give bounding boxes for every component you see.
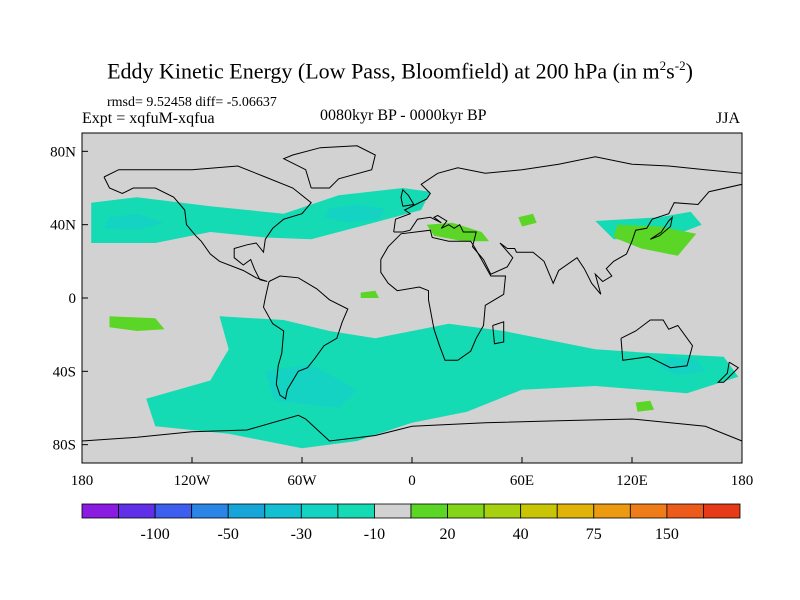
colorbar-label: -100 [140, 526, 169, 543]
colorbar-box [593, 503, 631, 519]
region-north-atlantic-band [91, 188, 431, 243]
colorbar: -100 -50 -30 -10 20 40 75 150 [81, 503, 741, 543]
coastline-africa [380, 229, 507, 361]
anomaly-regions [91, 188, 739, 449]
colorbar-box [703, 503, 741, 519]
x-tick-label: 60W [287, 473, 317, 489]
y-axis: 80N 40N 0 40S 80S [50, 144, 88, 454]
y-tick-label: 80N [50, 144, 76, 160]
colorbar-box [374, 503, 412, 519]
coastline-britain [400, 188, 415, 207]
coastlines [81, 145, 743, 442]
colorbar-label: 20 [440, 526, 456, 543]
plot-area [81, 132, 743, 464]
x-tick-label: 120W [174, 473, 212, 489]
experiment-label: Expt = xqfuM-xqfua [82, 110, 215, 127]
region-equatorial-atlantic-positive [360, 290, 379, 298]
region-southern-hemisphere-band [146, 316, 739, 449]
colorbar-box [629, 503, 668, 519]
coastline-greenland [282, 145, 376, 189]
colorbar-box [264, 503, 302, 519]
coastline-north-america [103, 165, 312, 282]
period-label: 0080kyr BP - 0000kyr BP [320, 107, 487, 124]
colorbar-box [191, 503, 229, 519]
chart-title: Eddy Kinetic Energy (Low Pass, Bloomfiel… [107, 58, 693, 84]
colorbar-box [227, 503, 266, 519]
colorbar-box [300, 503, 339, 519]
region-east-asia-positive [613, 224, 697, 256]
region-south-pacific-positive [109, 316, 165, 331]
colorbar-box [410, 503, 448, 519]
region-central-asia-positive [518, 213, 537, 227]
colorbar-box [666, 503, 704, 519]
x-tick-label: 0 [408, 473, 416, 489]
colorbar-label: 40 [513, 526, 529, 543]
colorbar-label: -30 [291, 526, 312, 543]
coastline-madagascar [492, 321, 505, 345]
colorbar-box [447, 503, 485, 519]
colorbar-label: -50 [218, 526, 239, 543]
coastline-australia [620, 319, 694, 369]
y-tick-label: 80S [53, 438, 76, 454]
colorbar-label: -10 [364, 526, 385, 543]
stats-line: rmsd= 9.52458 diff= -5.06637 [107, 95, 277, 110]
x-axis: 180 120W 60W 0 60E 120E 180 [71, 457, 754, 489]
colorbar-box [556, 503, 595, 519]
colorbar-box [337, 503, 375, 519]
colorbar-box [118, 503, 156, 519]
colorbar-box [154, 503, 193, 519]
coastline-south-america [262, 275, 349, 400]
y-tick-label: 40S [53, 364, 76, 380]
region-south-atlantic-core [265, 364, 357, 408]
colorbar-box [483, 503, 522, 519]
colorbar-box [81, 503, 119, 519]
x-tick-label: 120E [616, 473, 648, 489]
season-label: JJA [716, 110, 741, 127]
y-tick-label: 0 [69, 291, 77, 307]
coastline-new-zealand [716, 361, 740, 383]
x-tick-label: 180 [71, 473, 94, 489]
colorbar-box [520, 503, 558, 519]
region-north-pacific-core [104, 213, 165, 231]
colorbar-label: 75 [586, 526, 602, 543]
colorbar-label: 150 [655, 526, 679, 543]
coastline-eurasia [393, 156, 743, 295]
coastline-japan [650, 215, 674, 240]
x-tick-label: 60E [510, 473, 534, 489]
coastline-antarctica [81, 414, 743, 442]
x-tick-label: 180 [731, 473, 754, 489]
y-tick-label: 40N [50, 218, 76, 234]
region-southern-ocean-positive [635, 400, 654, 412]
region-north-atlantic-core [324, 204, 385, 223]
